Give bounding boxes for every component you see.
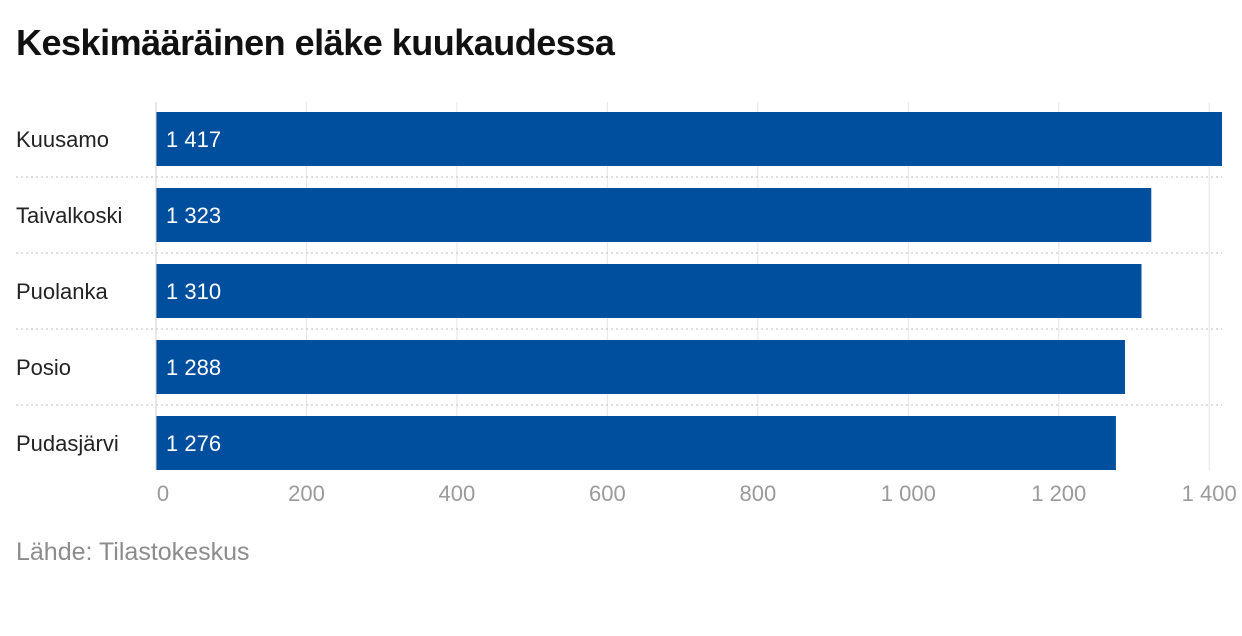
bar: [156, 264, 1142, 318]
bar-layer: Kuusamo 1 417 Taivalkoski 1 323 Puolanka 1 31…: [16, 112, 1222, 470]
category-label: Puolanka: [16, 279, 109, 304]
category-label: Pudasjärvi: [16, 431, 119, 456]
bar-value-label: 1 288: [166, 355, 221, 380]
x-tick-label: 800: [739, 481, 776, 506]
x-tick-label: 1 200: [1031, 481, 1086, 506]
category-label: Taivalkoski: [16, 203, 122, 228]
bar-value-label: 1 276: [166, 431, 221, 456]
row-separator-layer: [16, 176, 1222, 406]
x-tick-label: 1 000: [881, 481, 936, 506]
source-note: Lähde: Tilastokeskus: [16, 538, 250, 566]
x-tick-label: 1 400: [1182, 481, 1237, 506]
bar-value-label: 1 323: [166, 203, 221, 228]
x-tick-label: 400: [439, 481, 476, 506]
bar: [156, 340, 1125, 394]
x-axis-ticks: 0 200 400 600 800 1 000 1 200 1 400: [157, 481, 1237, 506]
category-label: Posio: [16, 355, 71, 380]
category-label: Kuusamo: [16, 127, 109, 152]
bar-value-label: 1 417: [166, 127, 221, 152]
chart-title: Keskimääräinen eläke kuukaudessa: [16, 22, 615, 63]
bar: [156, 416, 1116, 470]
bar: [156, 112, 1222, 166]
x-tick-label: 200: [288, 481, 325, 506]
bar-value-label: 1 310: [166, 279, 221, 304]
bar: [156, 188, 1152, 242]
x-tick-label: 600: [589, 481, 626, 506]
x-tick-label: 0: [157, 481, 169, 506]
bar-chart: Kuusamo 1 417 Taivalkoski 1 323 Puolanka 1 31…: [16, 102, 1237, 506]
